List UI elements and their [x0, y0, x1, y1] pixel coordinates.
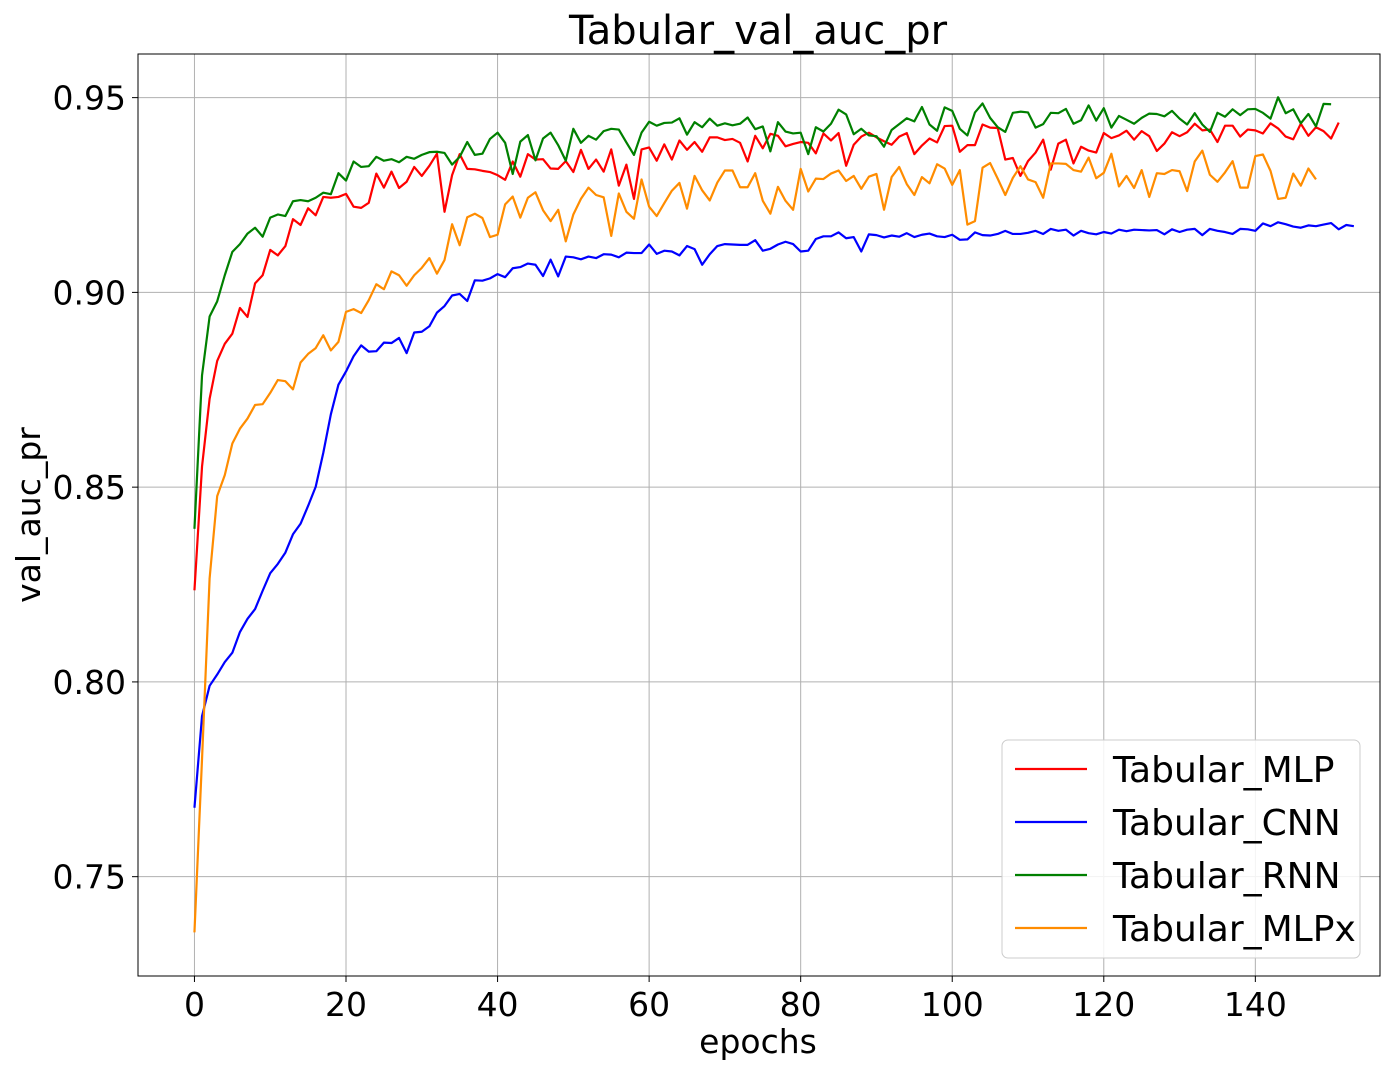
y-tick-label: 0.85 — [53, 468, 126, 507]
series-line-tabular-rnn — [193, 96, 1332, 529]
x-tick-label: 100 — [921, 985, 984, 1024]
y-tick-label: 0.95 — [53, 79, 126, 118]
x-tick-label: 60 — [628, 985, 670, 1024]
x-tick-label: 20 — [325, 985, 367, 1024]
x-tick-label: 0 — [184, 985, 205, 1024]
x-tick-label: 140 — [1224, 985, 1287, 1024]
legend-box — [1001, 739, 1361, 959]
y-tick-label: 0.90 — [53, 273, 126, 312]
plot-lines — [193, 96, 1355, 933]
legend-label: Tabular_MLPx — [1112, 909, 1356, 950]
legend-label: Tabular_CNN — [1112, 803, 1341, 844]
x-tick-label: 120 — [1072, 985, 1135, 1024]
chart-title: Tabular_val_auc_pr — [568, 8, 948, 54]
x-axis: 0 20 40 60 80 100 120 140 — [184, 976, 1287, 1024]
y-axis-label: val_auc_pr — [9, 427, 48, 603]
series-line-tabular-cnn — [193, 221, 1355, 808]
series-line-tabular-mlp — [193, 122, 1340, 591]
series-line-tabular-mlpx — [193, 149, 1317, 933]
legend-label: Tabular_RNN — [1112, 856, 1341, 897]
legend: Tabular_MLP Tabular_CNN Tabular_RNN Tabular… — [1001, 739, 1361, 959]
y-axis: 0.75 0.80 0.85 0.90 0.95 — [53, 79, 138, 897]
grid-lines — [138, 54, 1380, 976]
legend-label: Tabular_MLP — [1112, 750, 1334, 791]
y-tick-label: 0.75 — [53, 858, 126, 897]
x-tick-label: 40 — [477, 985, 519, 1024]
x-tick-label: 80 — [780, 985, 822, 1024]
y-tick-label: 0.80 — [53, 663, 126, 702]
x-axis-label: epochs — [699, 1022, 817, 1061]
plot-area-frame — [137, 53, 1381, 977]
